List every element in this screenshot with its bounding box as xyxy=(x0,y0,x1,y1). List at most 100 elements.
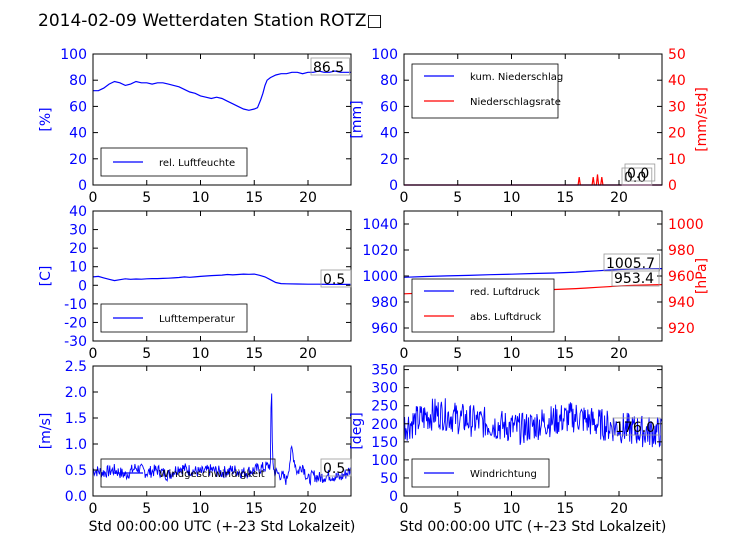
x-tick-label: 15 xyxy=(556,501,574,517)
x-tick-label: 15 xyxy=(245,501,263,517)
annotation-text: 953.4 xyxy=(614,271,654,287)
annotation-box xyxy=(320,458,352,477)
y-tick-label: -30 xyxy=(64,334,87,350)
annotation-box xyxy=(611,268,660,287)
y-tick-label: 350 xyxy=(371,363,398,379)
y-tick-label: 0 xyxy=(389,178,398,194)
y-axis-label: [m/s] xyxy=(38,413,54,450)
y2-tick-label: 20 xyxy=(668,126,686,142)
series-line-humidity-0 xyxy=(93,70,351,111)
chart-panel-precipitation: 0 5 10 15 20 0 20 40 60 80 100 0 10 20 30 40 50 [mm] [mm/s… xyxy=(349,47,710,206)
series-line-wind_speed-0 xyxy=(92,393,352,487)
x-tick-label: 15 xyxy=(245,346,263,362)
annotation-text: 0.5 xyxy=(323,272,345,288)
y2-axis-label: [hPa] xyxy=(694,258,710,294)
chart-panel-pressure: 0 5 10 15 20 960 980 1000 1020 1040 920 940 960 980 10… xyxy=(362,210,710,362)
annotation-box xyxy=(621,167,653,186)
x-tick-label: 15 xyxy=(556,190,574,206)
y-tick-label: 20 xyxy=(380,152,398,168)
plot-frame-wind_speed xyxy=(92,365,352,497)
legend-box xyxy=(100,458,276,488)
y-axis-label: [C] xyxy=(38,266,54,287)
y-tick-label: 60 xyxy=(69,99,87,115)
annotation-box xyxy=(624,163,656,182)
y2-tick-label: 50 xyxy=(668,47,686,63)
y2-tick-label: 920 xyxy=(668,321,695,337)
annotation-text: 0.0 xyxy=(627,166,649,182)
series-line-temperature-0 xyxy=(92,273,351,285)
y-tick-label: 0 xyxy=(78,278,87,294)
x-tick-label: 5 xyxy=(453,501,462,517)
x-tick-label: 5 xyxy=(142,346,151,362)
y-tick-label: 0 xyxy=(389,489,398,505)
x-tick-label: 5 xyxy=(142,190,151,206)
y-tick-label: 2.5 xyxy=(65,359,87,375)
plot-frame-wind_direction xyxy=(403,365,663,497)
x-tick-label: 20 xyxy=(610,346,628,362)
x-tick-label: 0 xyxy=(400,190,409,206)
annotation-text: 86.5 xyxy=(313,60,344,76)
value-annotation-precipitation-0: 0.0 xyxy=(621,167,653,186)
legend-label: Lufttemperatur xyxy=(159,314,236,325)
annotation-box xyxy=(310,57,350,76)
y-tick-label: 100 xyxy=(60,47,87,63)
y-tick-label: 1.0 xyxy=(65,437,87,453)
y-tick-label: 20 xyxy=(69,152,87,168)
chart-panel-humidity: 0 5 10 15 20 0 20 40 60 80 100 [%] rel. Luftfeuchte 8… xyxy=(38,47,352,206)
x-tick-label: 20 xyxy=(610,190,628,206)
legend-box xyxy=(411,278,555,333)
y-tick-label: 1000 xyxy=(362,269,398,285)
annotation-text: 176.0 xyxy=(615,420,655,436)
x-tick-label: 0 xyxy=(89,501,98,517)
y-tick-label: 100 xyxy=(371,453,398,469)
figure-title: 2014-02-09 Wetterdaten Station ROTZ□ xyxy=(38,11,383,31)
y-tick-label: 960 xyxy=(371,321,398,337)
x-tick-label: 20 xyxy=(299,501,317,517)
y-tick-label: 1.5 xyxy=(65,411,87,427)
y-tick-label: 60 xyxy=(380,99,398,115)
y-tick-label: -10 xyxy=(64,297,87,313)
y-axis-label: [mm] xyxy=(349,100,365,138)
legend-label: kum. Niederschlag xyxy=(470,72,563,83)
y-tick-label: 80 xyxy=(380,73,398,89)
series-line-wind_direction-0 xyxy=(403,398,663,448)
value-annotation-precipitation-1: 0.0 xyxy=(624,163,656,182)
legend-label: Niederschlagsrate xyxy=(470,97,561,108)
y-tick-label: 1020 xyxy=(362,243,398,259)
value-annotation-wind_direction-0: 176.0 xyxy=(612,417,661,436)
x-tick-label: 10 xyxy=(503,501,521,517)
y-tick-label: 40 xyxy=(69,126,87,142)
legend-label: abs. Luftdruck xyxy=(470,312,541,323)
legend-label: rel. Luftfeuchte xyxy=(159,158,235,169)
y-tick-label: 100 xyxy=(371,47,398,63)
y2-tick-label: 960 xyxy=(668,269,695,285)
y-tick-label: 10 xyxy=(69,260,87,276)
chart-panel-temperature: 0 5 10 15 20 -30 -20 -10 0 10 20 30 40 [C] Lufttempera… xyxy=(38,204,352,362)
legend-box xyxy=(411,63,559,119)
x-tick-label: 20 xyxy=(299,346,317,362)
y-tick-label: -20 xyxy=(64,315,87,331)
y-tick-label: 40 xyxy=(380,126,398,142)
annotation-box xyxy=(612,417,661,436)
y-tick-label: 250 xyxy=(371,399,398,415)
x-tick-label: 15 xyxy=(556,346,574,362)
y2-axis-label: [mm/std] xyxy=(694,87,710,152)
y-tick-label: 0 xyxy=(78,178,87,194)
y-tick-label: 80 xyxy=(69,73,87,89)
y-tick-label: 0.5 xyxy=(65,463,87,479)
y-axis-label: [deg] xyxy=(349,412,365,449)
y-tick-label: 150 xyxy=(371,435,398,451)
x-tick-label: 5 xyxy=(453,190,462,206)
x-axis-label: Std 00:00:00 UTC (+-23 Std Lokalzeit) xyxy=(89,519,356,535)
x-tick-label: 10 xyxy=(503,346,521,362)
plot-frame-precipitation xyxy=(403,53,663,186)
legend-label: red. Luftdruck xyxy=(470,287,540,298)
y-tick-label: 40 xyxy=(69,204,87,220)
annotation-box xyxy=(603,253,660,272)
value-annotation-wind_speed-0: 0.5 xyxy=(320,458,352,477)
x-tick-label: 10 xyxy=(192,346,210,362)
x-tick-label: 5 xyxy=(142,501,151,517)
y-tick-label: 1040 xyxy=(362,217,398,233)
x-tick-label: 10 xyxy=(192,501,210,517)
